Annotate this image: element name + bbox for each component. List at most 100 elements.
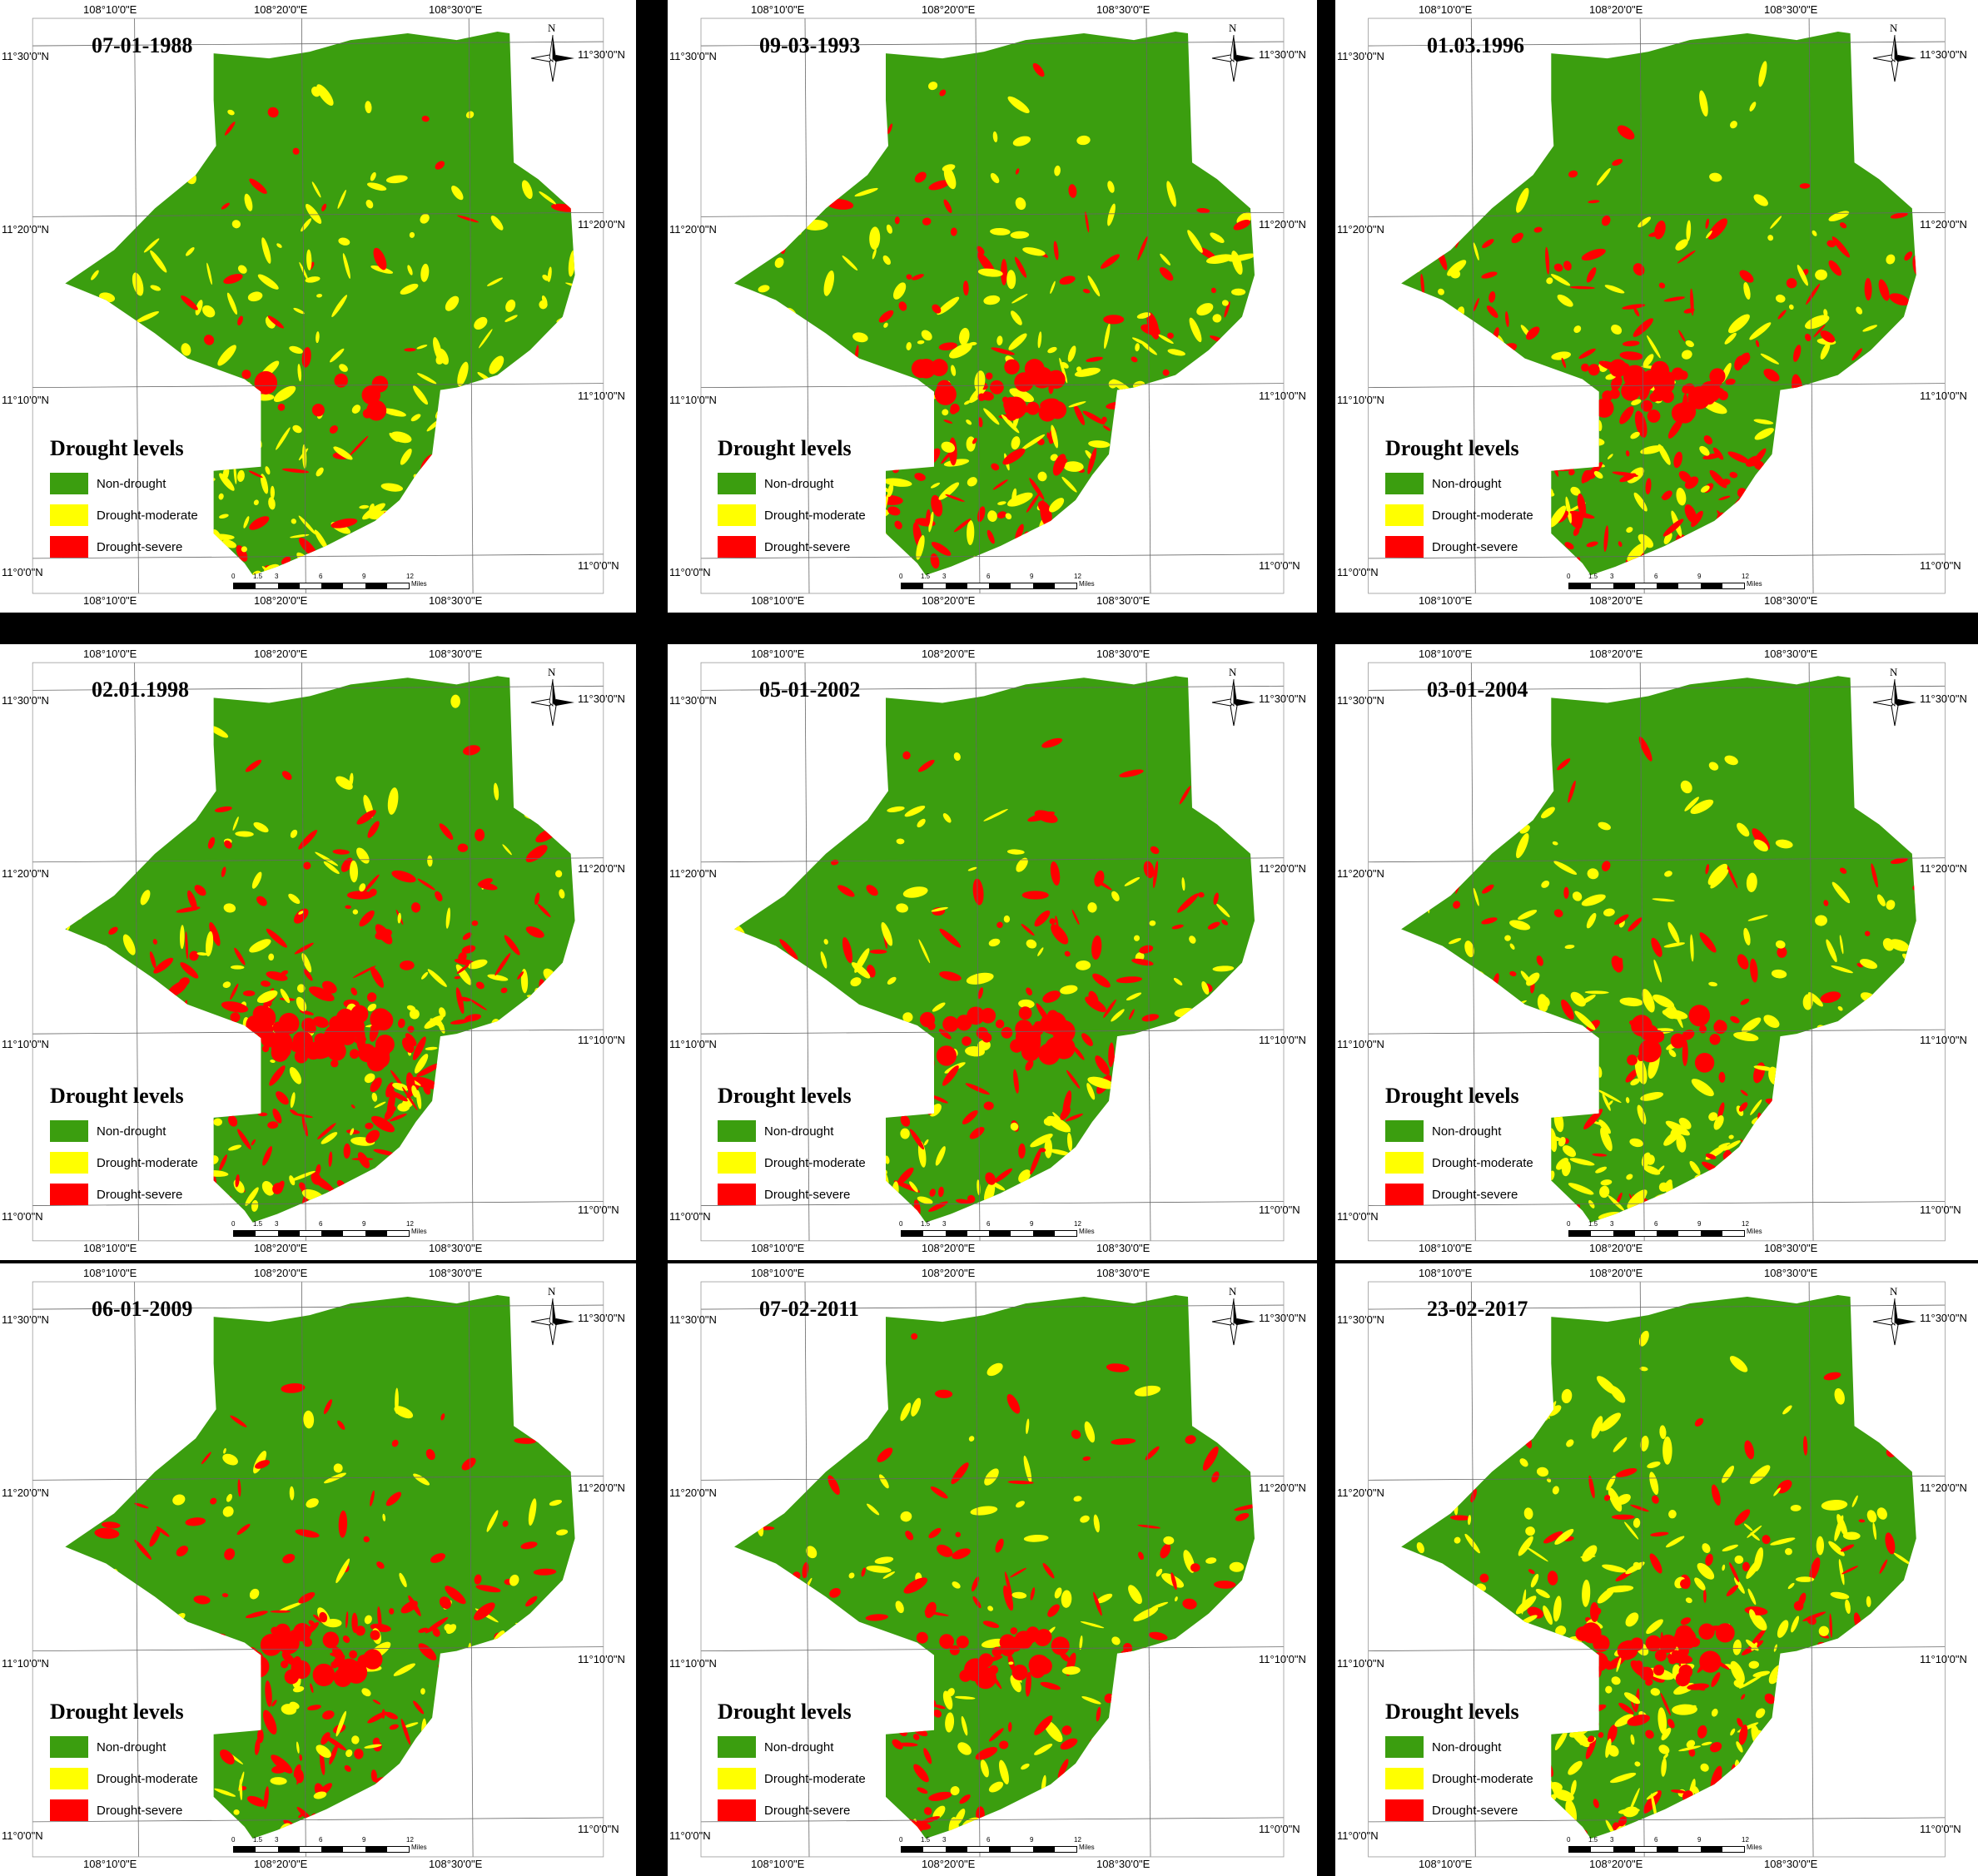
severe-patch bbox=[1619, 406, 1634, 424]
severe-patch bbox=[1185, 1165, 1206, 1175]
moderate-patch bbox=[1862, 1203, 1882, 1220]
severe-patch bbox=[1071, 1429, 1081, 1439]
lat-label-right: 11°20'0"N bbox=[1259, 862, 1306, 875]
graticule-line bbox=[1639, 1282, 1645, 1857]
severe-patch bbox=[805, 1633, 814, 1640]
severe-patch bbox=[404, 1166, 413, 1174]
lon-label-top: 108°10'0"E bbox=[751, 648, 805, 660]
severe-patch bbox=[210, 1211, 229, 1223]
moderate-patch bbox=[1826, 939, 1837, 963]
severe-patch bbox=[924, 1610, 949, 1616]
severe-patch bbox=[1036, 1629, 1052, 1645]
severe-patch bbox=[149, 951, 157, 969]
severe-patch bbox=[1163, 1153, 1179, 1175]
severe-patch bbox=[1475, 396, 1495, 409]
moderate-patch bbox=[900, 1511, 912, 1522]
severe-patch bbox=[1545, 1213, 1554, 1223]
moderate-patch bbox=[1660, 1213, 1667, 1219]
moderate-patch bbox=[857, 1012, 862, 1020]
severe-patch bbox=[746, 1664, 750, 1674]
moderate-patch bbox=[734, 1660, 745, 1665]
moderate-patch bbox=[983, 295, 1001, 305]
severe-patch bbox=[199, 1725, 226, 1734]
severe-patch bbox=[1100, 1796, 1124, 1812]
moderate-patch bbox=[413, 474, 434, 490]
moderate-patch bbox=[1643, 354, 1654, 368]
lon-label-bottom: 108°10'0"E bbox=[751, 594, 805, 607]
moderate-patch bbox=[524, 773, 535, 799]
severe-patch bbox=[475, 1120, 493, 1133]
moderate-patch bbox=[1038, 547, 1046, 572]
moderate-patch bbox=[776, 87, 784, 97]
severe-patch bbox=[1607, 1725, 1618, 1744]
moderate-patch bbox=[1189, 1204, 1208, 1216]
moderate-patch bbox=[530, 1352, 544, 1369]
moderate-patch bbox=[999, 1759, 1009, 1784]
severe-patch bbox=[114, 1643, 121, 1655]
moderate-patch bbox=[1685, 1199, 1697, 1221]
moderate-patch bbox=[1185, 474, 1204, 494]
lat-label-right: 11°30'0"N bbox=[578, 1312, 625, 1324]
severe-patch bbox=[1671, 1650, 1681, 1660]
severe-patch bbox=[1875, 1794, 1893, 1802]
moderate-patch bbox=[1007, 96, 1030, 113]
severe-patch bbox=[894, 520, 902, 529]
severe-patch bbox=[1249, 1068, 1255, 1075]
moderate-patch bbox=[213, 1118, 223, 1126]
moderate-patch bbox=[471, 397, 489, 404]
moderate-patch bbox=[413, 1187, 423, 1202]
scale-bar: 0 1.5 3 6 9 12 Miles bbox=[899, 573, 1095, 593]
severe-patch bbox=[1424, 1506, 1434, 1516]
severe-patch bbox=[356, 810, 376, 825]
severe-patch bbox=[897, 1167, 914, 1185]
severe-patch bbox=[298, 1592, 316, 1604]
severe-patch bbox=[865, 508, 884, 517]
severe-patch bbox=[545, 1199, 563, 1218]
moderate-patch bbox=[1566, 1439, 1574, 1447]
moderate-patch bbox=[1532, 1705, 1548, 1719]
moderate-patch bbox=[1861, 1178, 1873, 1195]
moderate-patch bbox=[71, 1060, 98, 1070]
severe-patch bbox=[996, 511, 1006, 519]
legend-item: Drought-moderate bbox=[50, 1763, 198, 1794]
legend-title: Drought levels bbox=[718, 1700, 852, 1724]
moderate-patch bbox=[1629, 1788, 1640, 1813]
severe-patch bbox=[187, 890, 197, 911]
severe-patch bbox=[796, 395, 816, 406]
severe-patch bbox=[1233, 219, 1251, 231]
moderate-patch bbox=[803, 195, 820, 217]
severe-patch bbox=[433, 1103, 446, 1115]
moderate-patch bbox=[759, 142, 777, 147]
map-panel-3: 01.03.1996 108°10'0"E 108°20'0"E 108°30'… bbox=[1335, 0, 1978, 613]
severe-patch bbox=[1682, 1030, 1695, 1040]
scale-tick: 1.5 bbox=[253, 1836, 263, 1844]
severe-patch bbox=[1718, 390, 1728, 400]
severe-patch bbox=[304, 1041, 322, 1060]
severe-patch bbox=[557, 1071, 570, 1098]
moderate-patch bbox=[1616, 1656, 1622, 1673]
graticule-line bbox=[1368, 1304, 1946, 1310]
severe-patch bbox=[1527, 1606, 1544, 1619]
moderate-patch bbox=[450, 1149, 459, 1173]
moderate-patch bbox=[1791, 1615, 1800, 1633]
moderate-patch bbox=[1166, 1154, 1185, 1178]
moderate-patch bbox=[1859, 1733, 1867, 1741]
moderate-patch bbox=[902, 886, 928, 898]
severe-patch bbox=[877, 1447, 893, 1462]
severe-patch bbox=[389, 1113, 407, 1122]
moderate-patch bbox=[923, 1664, 931, 1671]
moderate-patch bbox=[887, 976, 897, 985]
moderate-patch bbox=[1203, 1172, 1219, 1186]
severe-patch bbox=[349, 435, 369, 456]
moderate-patch bbox=[1564, 945, 1575, 950]
moderate-patch bbox=[1721, 536, 1732, 543]
moderate-patch bbox=[1904, 1807, 1916, 1818]
lon-label-top: 108°10'0"E bbox=[83, 648, 137, 660]
graticule bbox=[700, 1281, 1285, 1858]
severe-patch bbox=[260, 1634, 282, 1656]
legend-item: Non-drought bbox=[1385, 1731, 1533, 1763]
moderate-patch bbox=[1783, 1702, 1795, 1723]
severe-patch bbox=[1024, 539, 1036, 550]
moderate-patch bbox=[1701, 1741, 1712, 1746]
severe-patch bbox=[886, 558, 913, 562]
